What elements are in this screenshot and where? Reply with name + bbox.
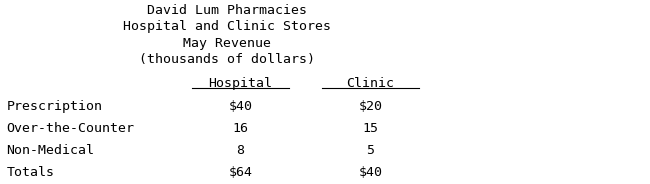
Text: (thousands of dollars): (thousands of dollars) bbox=[140, 53, 315, 66]
Text: $20: $20 bbox=[359, 100, 382, 113]
Text: Prescription: Prescription bbox=[6, 100, 103, 113]
Text: 16: 16 bbox=[233, 122, 248, 135]
Text: Hospital and Clinic Stores: Hospital and Clinic Stores bbox=[124, 20, 332, 33]
Text: Over-the-Counter: Over-the-Counter bbox=[6, 122, 135, 135]
Text: $40: $40 bbox=[359, 166, 382, 179]
Text: Clinic: Clinic bbox=[346, 77, 395, 90]
Text: May Revenue: May Revenue bbox=[183, 37, 272, 50]
Text: 5: 5 bbox=[367, 144, 374, 157]
Text: David Lum Pharmacies: David Lum Pharmacies bbox=[148, 4, 307, 17]
Text: 8: 8 bbox=[237, 144, 244, 157]
Text: 15: 15 bbox=[363, 122, 378, 135]
Text: Totals: Totals bbox=[6, 166, 55, 179]
Text: Non-Medical: Non-Medical bbox=[6, 144, 94, 157]
Text: Hospital: Hospital bbox=[209, 77, 272, 90]
Text: $40: $40 bbox=[229, 100, 252, 113]
Text: $64: $64 bbox=[229, 166, 252, 179]
